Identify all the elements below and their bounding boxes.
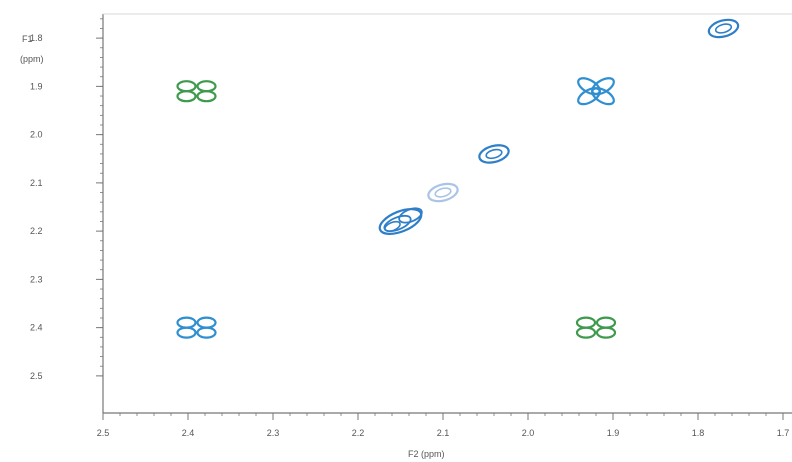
peak-diag-3	[378, 207, 423, 235]
peak-cross-upper-right	[577, 77, 615, 106]
peak-diag-3-faint	[427, 182, 459, 203]
contour-ring	[575, 316, 597, 329]
peak-diag-2	[478, 144, 510, 164]
contour-ring	[196, 326, 217, 339]
contour-ring	[196, 316, 217, 329]
contour-ring	[176, 316, 197, 329]
x-tick-label: 1.7	[777, 428, 790, 438]
contour-ring	[196, 80, 217, 93]
x-tick-label: 2.2	[352, 428, 365, 438]
y-tick-label: 2.5	[30, 371, 43, 381]
contour-ring	[176, 326, 197, 339]
x-tick-label: 1.9	[607, 428, 620, 438]
contour-ring	[577, 87, 601, 106]
y-tick-label: 2.2	[30, 226, 43, 236]
y-tick-label: 2.1	[30, 178, 43, 188]
contour-ring	[485, 148, 503, 160]
contour-ring	[707, 18, 740, 39]
peak-cross-upper-left	[176, 80, 217, 103]
peak-cross-lower-right	[575, 316, 617, 339]
y-tick-label: 2.4	[30, 323, 43, 333]
x-axis-title: F2 (ppm)	[408, 449, 445, 459]
contour-ring	[714, 23, 733, 34]
y-axis-title-ppm: (ppm)	[20, 54, 44, 64]
x-tick-label: 1.8	[692, 428, 705, 438]
contour-ring	[595, 326, 617, 339]
x-tick-label: 2.0	[522, 428, 535, 438]
y-axis-title-f1: F1	[22, 34, 33, 44]
x-tick-label: 2.1	[437, 428, 450, 438]
contour-ring	[176, 80, 197, 93]
contour-ring	[176, 90, 197, 103]
y-tick-label: 1.9	[30, 81, 43, 91]
contour-ring	[575, 326, 597, 339]
y-tick-label: 1.8	[30, 33, 43, 43]
y-tick-label: 2.0	[30, 130, 43, 140]
contour-ring	[591, 87, 615, 106]
y-tick-label: 2.3	[30, 274, 43, 284]
peaks-layer	[176, 18, 740, 339]
peak-diag-1	[707, 18, 740, 39]
contour-ring	[478, 144, 510, 164]
contour-ring	[595, 316, 617, 329]
x-tick-label: 2.4	[182, 428, 195, 438]
x-tick-label: 2.5	[97, 428, 110, 438]
contour-ring	[196, 90, 217, 103]
x-axis: 2.5 2.4 2.3 2.2 2.1 2.0 1.9 1.8 1.7	[97, 413, 790, 438]
contour-ring	[384, 220, 401, 233]
peak-cross-lower-left	[176, 316, 217, 339]
y-axis: 1.8 1.9 2.0 2.1 2.2 2.3 2.4 2.5	[30, 18, 103, 381]
contour-ring	[398, 207, 423, 224]
contour-ring	[434, 187, 452, 198]
x-tick-label: 2.3	[267, 428, 280, 438]
plot-frame	[102, 13, 792, 414]
contour-ring	[427, 182, 459, 203]
